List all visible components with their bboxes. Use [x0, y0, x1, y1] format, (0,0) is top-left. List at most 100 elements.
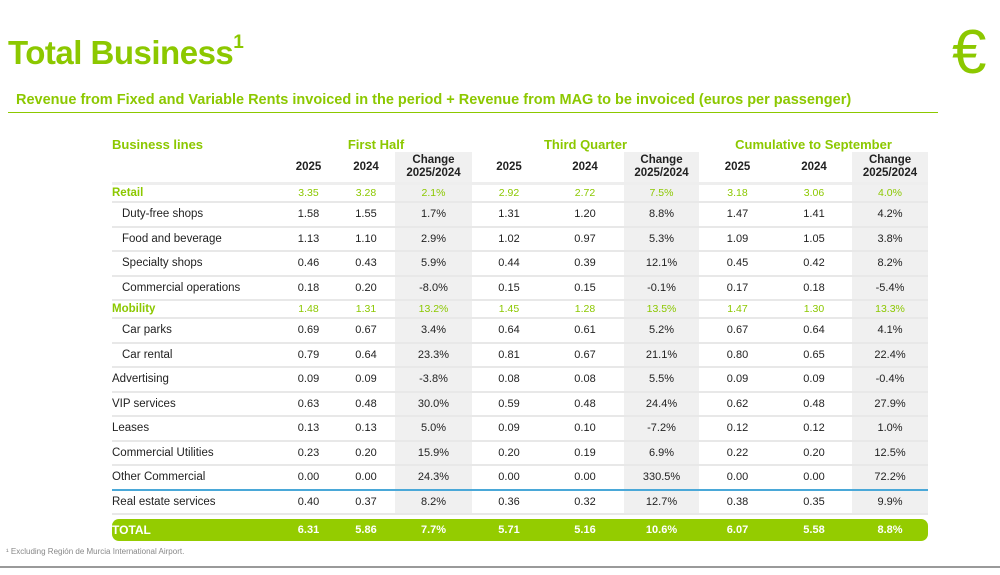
value-cell: 0.08 [546, 367, 624, 393]
change-cell: 21.1% [624, 342, 700, 368]
change-cell: 24.4% [624, 391, 700, 417]
column-header-change: Change 2025/2024 [624, 152, 700, 185]
change-cell: 22.4% [852, 342, 929, 368]
value-cell: 1.05 [776, 226, 853, 252]
value-cell: 0.15 [472, 275, 546, 301]
value-cell: 0.15 [546, 275, 624, 301]
value-cell: 2.92 [472, 183, 546, 203]
change-cell: 15.9% [395, 440, 472, 466]
row-label: Commercial operations [112, 275, 280, 301]
value-cell: 0.18 [280, 275, 337, 301]
change-cell: 13.5% [624, 300, 700, 319]
change-cell: 1.0% [852, 416, 929, 442]
group-header-cumulative: Cumulative to September [735, 137, 892, 152]
value-cell: 0.46 [280, 251, 337, 277]
value-cell: 1.02 [472, 226, 546, 252]
change-cell: 5.0% [395, 416, 472, 442]
value-cell: 1.10 [337, 226, 395, 252]
table-body: Retail 3.35 3.28 2.1% 2.92 2.72 7.5% 3.18 3.06 4.… [112, 183, 929, 541]
value-cell: 1.48 [280, 300, 337, 319]
value-cell: 0.12 [699, 416, 777, 442]
value-cell: 0.42 [776, 251, 853, 277]
row-label: Car parks [112, 318, 280, 344]
row-label: Car rental [112, 342, 280, 368]
value-cell: 0.45 [699, 251, 777, 277]
value-cell: 0.22 [699, 440, 777, 466]
change-cell: 8.2% [395, 489, 472, 515]
row-label: Leases [112, 416, 280, 442]
change-cell: 330.5% [624, 465, 700, 491]
change-cell: 12.1% [624, 251, 700, 277]
row-label: Other Commercial [112, 465, 280, 491]
table-row: Duty-free shops 1.58 1.55 1.7% 1.31 1.20 8.8% 1… [112, 202, 929, 228]
change-cell: 27.9% [852, 391, 929, 417]
change-cell: 5.5% [624, 367, 700, 393]
value-cell: 0.97 [546, 226, 624, 252]
change-cell: -0.1% [624, 275, 700, 301]
table-row: Specialty shops 0.46 0.43 5.9% 0.44 0.39 12.1%… [112, 251, 929, 277]
table-row: Car rental 0.79 0.64 23.3% 0.81 0.67 21.1% 0.80… [112, 342, 929, 368]
change-cell: 24.3% [395, 465, 472, 491]
change-cell: 72.2% [852, 465, 929, 491]
total-row: TOTAL 6.31 5.86 7.7% 5.71 5.16 10.6% 6.07 5.58 8.… [112, 519, 929, 541]
change-cell: 7.5% [624, 183, 700, 203]
value-cell: 0.38 [699, 489, 777, 515]
change-cell: 4.2% [852, 202, 929, 228]
value-cell: 3.35 [280, 183, 337, 203]
value-cell: 0.00 [699, 465, 777, 491]
value-cell: 3.28 [337, 183, 395, 203]
value-cell: 0.20 [472, 440, 546, 466]
row-label: TOTAL [112, 519, 280, 541]
value-cell: 0.65 [776, 342, 853, 368]
change-cell: -3.8% [395, 367, 472, 393]
value-cell: 0.59 [472, 391, 546, 417]
value-cell: 0.35 [776, 489, 853, 515]
value-cell: 0.13 [280, 416, 337, 442]
title-footnote-marker: 1 [233, 32, 244, 53]
value-cell: 0.09 [280, 367, 337, 393]
bottom-divider [0, 566, 1000, 568]
change-cell: 2.9% [395, 226, 472, 252]
value-cell: 1.55 [337, 202, 395, 228]
change-cell: 8.8% [624, 202, 700, 228]
value-cell: 5.16 [546, 519, 624, 541]
row-label: Specialty shops [112, 251, 280, 277]
revenue-table: Business lines First Half Third Quarter … [112, 132, 929, 541]
value-cell: 0.20 [337, 440, 395, 466]
change-cell: 8.8% [852, 519, 929, 541]
subtitle-divider [8, 112, 938, 113]
column-header-row: 2025 2024 Change 2025/2024 2025 2024 Change 2… [112, 152, 929, 185]
category-row: Retail 3.35 3.28 2.1% 2.92 2.72 7.5% 3.18 3.06 4.… [112, 183, 929, 203]
value-cell: 0.09 [776, 367, 853, 393]
value-cell: 0.00 [280, 465, 337, 491]
value-cell: 0.48 [337, 391, 395, 417]
value-cell: 0.20 [337, 275, 395, 301]
change-cell: 5.9% [395, 251, 472, 277]
value-cell: 0.61 [546, 318, 624, 344]
value-cell: 1.47 [699, 300, 777, 319]
value-cell: 0.32 [546, 489, 624, 515]
row-label: Commercial Utilities [112, 440, 280, 466]
subtitle: Revenue from Fixed and Variable Rents in… [16, 92, 852, 108]
value-cell: 0.39 [546, 251, 624, 277]
column-header-year: 2024 [546, 152, 624, 185]
value-cell: 0.69 [280, 318, 337, 344]
change-cell: 5.2% [624, 318, 700, 344]
change-cell: -5.4% [852, 275, 929, 301]
column-header-year: 2025 [699, 152, 777, 185]
group-header-first-half: First Half [347, 137, 405, 152]
value-cell: 0.00 [546, 465, 624, 491]
value-cell: 0.19 [546, 440, 624, 466]
value-cell: 0.67 [699, 318, 777, 344]
value-cell: 1.31 [472, 202, 546, 228]
column-header-change: Change 2025/2024 [395, 152, 472, 185]
change-cell: 12.7% [624, 489, 700, 515]
row-label: Real estate services [112, 489, 280, 515]
value-cell: 0.40 [280, 489, 337, 515]
change-cell: 4.1% [852, 318, 929, 344]
value-cell: 0.79 [280, 342, 337, 368]
value-cell: 0.00 [337, 465, 395, 491]
value-cell: 1.47 [699, 202, 777, 228]
value-cell: 1.41 [776, 202, 853, 228]
value-cell: 6.07 [699, 519, 777, 541]
